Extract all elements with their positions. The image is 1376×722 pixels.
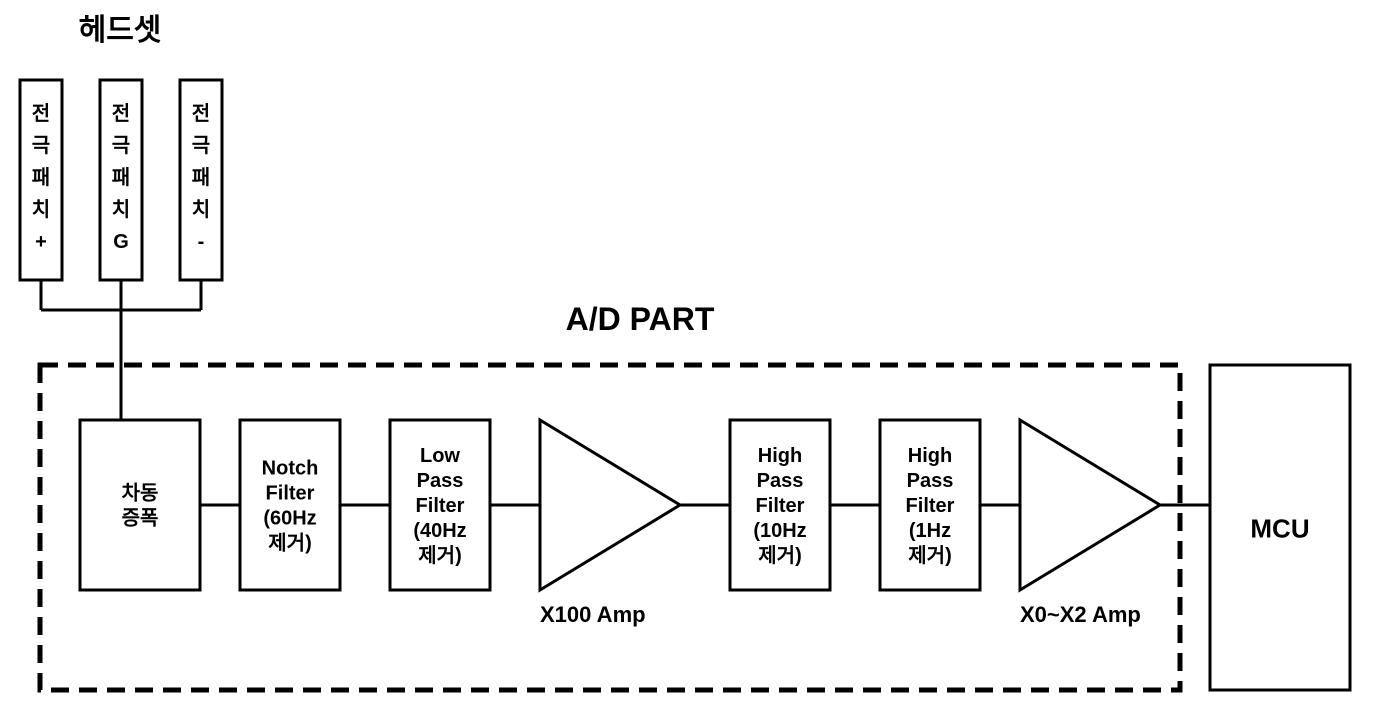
diffamp-label: 차동증폭 [122,482,159,530]
ad-part-box [40,365,1180,690]
mcu-label: MCU [1250,514,1309,544]
hpf1-label: HighPassFilter(1Hz제거) [906,445,955,567]
amp1-label: X100 Amp [540,602,646,627]
electrode-plus-label: 전극패치+ [32,102,50,253]
headset-title: 헤드셋 [79,14,162,47]
electrode-minus-label: 전극패치- [192,102,210,253]
notch-box [240,420,340,590]
amp2-label: X0~X2 Amp [1020,602,1141,627]
hpf10-label: HighPassFilter(10Hz제거) [753,445,806,567]
amp1-triangle [540,420,680,590]
diffamp-box [80,420,200,590]
electrode-gnd-label: 전극패치G [112,102,130,253]
ad-part-title: A/D PART [566,301,715,337]
lpf-label: LowPassFilter(40Hz제거) [413,445,466,567]
amp2-triangle [1020,420,1160,590]
notch-label: NotchFilter(60Hz제거) [262,458,319,555]
